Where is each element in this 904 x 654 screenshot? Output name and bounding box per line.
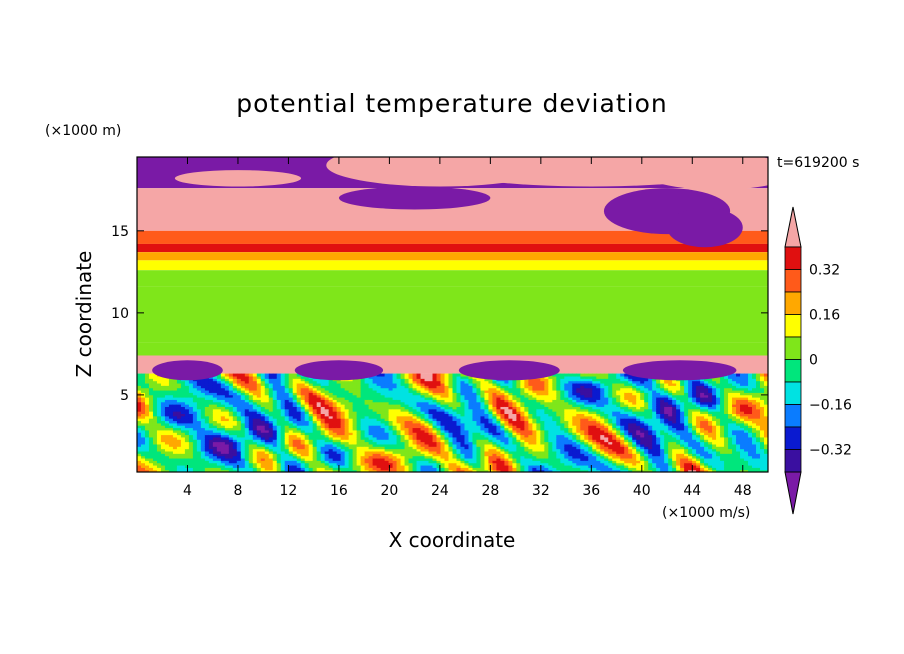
x-tick-label-2: 12 — [280, 483, 298, 499]
time-label: t=619200 s — [777, 155, 859, 171]
band-3 — [137, 243, 768, 253]
colorbar-box-1 — [784, 269, 802, 293]
colorbar-box-0 — [784, 246, 802, 270]
upper-intrusion-2 — [641, 157, 768, 190]
x-tick-label-10: 44 — [683, 483, 701, 499]
y-tick-label-1: 10 — [111, 306, 129, 322]
band-2 — [137, 230, 768, 244]
contour-field — [137, 157, 768, 472]
x-tick-label-4: 20 — [380, 483, 398, 499]
colorbar-box-3 — [784, 314, 802, 338]
colorbar-bottom-triangle — [784, 471, 802, 515]
x-tick-label-5: 24 — [431, 483, 449, 499]
band-9 — [137, 355, 768, 374]
colorbar-label-1: 0.16 — [809, 308, 840, 324]
y-tick-label-2: 15 — [111, 224, 129, 240]
band-8 — [137, 342, 768, 356]
lower-cap-2 — [622, 360, 737, 381]
colorbar-box-8 — [784, 426, 802, 450]
band-4 — [137, 252, 768, 261]
upper-blob-2 — [338, 186, 491, 210]
x-tick-label-1: 8 — [233, 483, 242, 499]
x-axis: 4 8 12 16 20 24 28 32 36 40 44 48 — [183, 157, 752, 499]
colorbar-label-4: −0.32 — [809, 443, 852, 459]
x-tick-label-9: 40 — [633, 483, 651, 499]
x-axis-label: X coordinate — [389, 528, 516, 552]
band-6 — [137, 270, 768, 287]
chart-title: potential temperature deviation — [236, 89, 667, 118]
band-5 — [137, 260, 768, 271]
colorbar-box-5 — [784, 359, 802, 383]
x-tick-label-7: 32 — [532, 483, 550, 499]
colorbar-label-3: −0.16 — [809, 398, 852, 414]
upper-intrusion-3 — [174, 170, 302, 187]
x-tick-label-8: 36 — [582, 483, 600, 499]
colorbar: 0.32 0.16 0 −0.16 −0.32 — [784, 206, 852, 515]
y-axis: 5 10 15 — [111, 224, 768, 404]
lower-cap-3 — [152, 360, 223, 381]
colorbar-box-6 — [784, 381, 802, 405]
band-7 — [137, 286, 768, 343]
x-tick-label-6: 28 — [481, 483, 499, 499]
upper-blob-1 — [667, 207, 743, 248]
colorbar-box-7 — [784, 404, 802, 428]
colorbar-label-0: 0.32 — [809, 263, 840, 279]
x-tick-label-11: 48 — [734, 483, 752, 499]
colorbar-label-2: 0 — [809, 353, 818, 369]
colorbar-top-triangle — [784, 206, 802, 248]
plot-frame — [136, 156, 769, 473]
lower-cap-0 — [294, 360, 384, 381]
colorbar-box-2 — [784, 291, 802, 315]
x-tick-label-0: 4 — [183, 483, 192, 499]
y-axis-label: Z coordinate — [72, 251, 96, 378]
x-tick-label-3: 16 — [330, 483, 348, 499]
lower-cap-1 — [458, 360, 560, 381]
colorbar-box-9 — [784, 449, 802, 473]
colorbar-box-4 — [784, 336, 802, 360]
y-unit-label: (×1000 m) — [45, 123, 121, 139]
y-tick-label-0: 5 — [120, 388, 129, 404]
x-unit-label: (×1000 m/s) — [662, 505, 750, 521]
